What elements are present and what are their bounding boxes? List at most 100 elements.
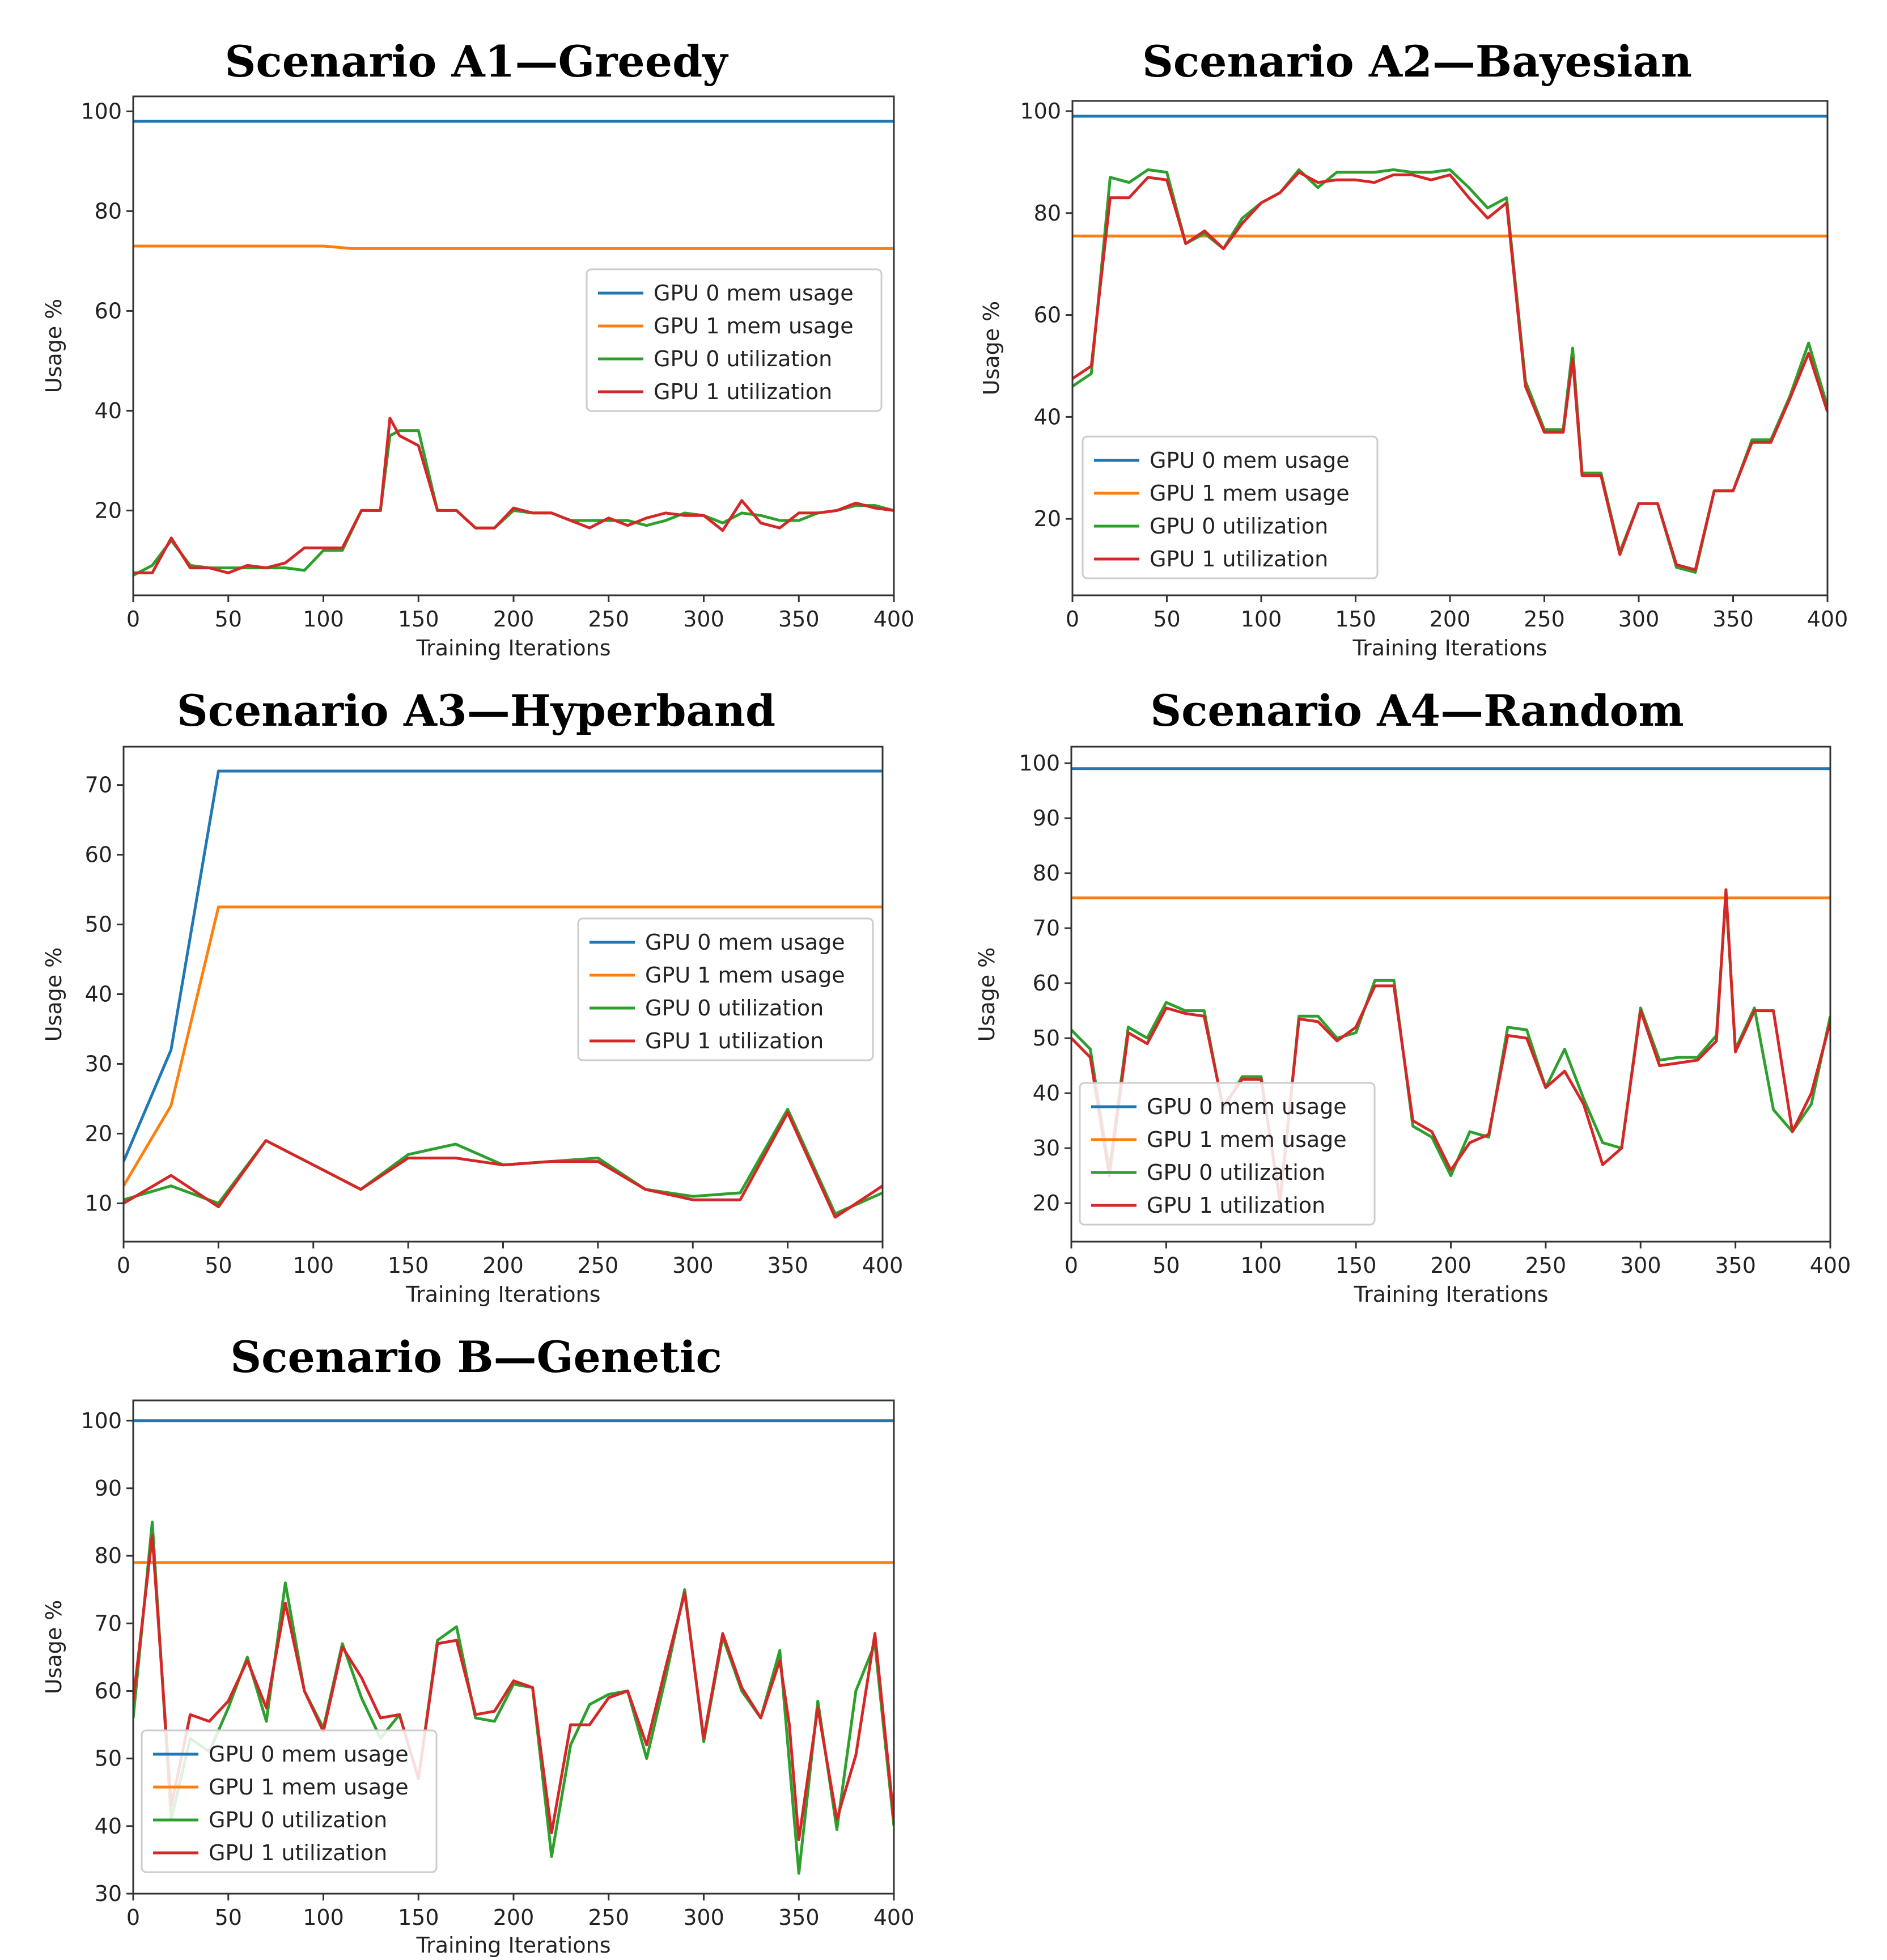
y-tick-label: 80 <box>95 1543 122 1568</box>
x-tick-label: 150 <box>1335 1253 1377 1278</box>
chart-panel-a1-greedy: Scenario A1—Greedy Training Iterations U… <box>41 36 914 661</box>
legend-label: GPU 1 utilization <box>1150 547 1328 572</box>
series-line-gpu1-utilization <box>124 1111 883 1219</box>
y-tick-label: 70 <box>95 1611 122 1636</box>
legend-label: GPU 0 utilization <box>1147 1160 1325 1185</box>
x-tick-label: 250 <box>588 1905 629 1930</box>
plot-frame <box>132 95 895 596</box>
legend-label: GPU 0 utilization <box>1150 514 1328 539</box>
y-tick-label: 100 <box>1020 99 1061 124</box>
y-tick-label: 40 <box>1033 1081 1060 1106</box>
y-tick-label: 100 <box>1019 751 1060 776</box>
y-tick-label: 10 <box>85 1191 112 1216</box>
plot-frame <box>132 1399 895 1895</box>
y-axis-label: Usage % <box>979 301 1004 396</box>
x-tick-label: 300 <box>1620 1253 1661 1278</box>
y-tick-label: 20 <box>85 1121 112 1146</box>
x-tick-label: 0 <box>117 1253 130 1278</box>
legend-label: GPU 0 mem usage <box>654 281 854 306</box>
x-tick-label: 100 <box>1240 1253 1282 1278</box>
x-tick-label: 250 <box>588 607 629 632</box>
legend-label: GPU 1 mem usage <box>1147 1127 1347 1152</box>
y-tick-label: 60 <box>95 298 122 323</box>
y-tick-label: 50 <box>1033 1026 1060 1051</box>
chart-title: Scenario B—Genetic <box>230 1332 722 1382</box>
y-tick-label: 40 <box>95 398 122 423</box>
x-tick-label: 250 <box>1525 1253 1567 1278</box>
x-tick-label: 100 <box>303 607 344 632</box>
y-tick-label: 20 <box>95 498 122 523</box>
x-tick-label: 0 <box>126 607 140 632</box>
y-tick-label: 70 <box>1033 916 1060 941</box>
x-tick-label: 200 <box>493 607 535 632</box>
legend-box <box>577 917 874 1061</box>
y-tick-label: 80 <box>95 198 122 223</box>
x-tick-label: 350 <box>767 1253 808 1278</box>
y-axis-label: Usage % <box>41 1600 66 1695</box>
y-tick-label: 90 <box>95 1476 122 1501</box>
x-tick-label: 100 <box>292 1253 334 1278</box>
legend-label: GPU 1 mem usage <box>645 963 845 988</box>
legend-label: GPU 1 mem usage <box>654 314 854 338</box>
x-tick-label: 400 <box>873 607 915 632</box>
x-tick-label: 400 <box>862 1253 904 1278</box>
y-tick-label: 50 <box>85 912 112 937</box>
x-tick-label: 400 <box>873 1905 915 1930</box>
y-tick-label: 70 <box>85 773 112 798</box>
y-axis-label: Usage % <box>974 947 999 1042</box>
y-tick-label: 60 <box>85 843 112 867</box>
x-tick-label: 50 <box>205 1253 232 1278</box>
y-tick-label: 30 <box>95 1881 122 1906</box>
y-tick-label: 60 <box>95 1678 122 1703</box>
series-line-gpu0-mem-usage <box>124 769 883 1162</box>
y-tick-label: 40 <box>1034 404 1061 429</box>
y-axis-label: Usage % <box>41 947 66 1042</box>
chart-panel-b-genetic: Scenario B—Genetic Training Iterations U… <box>41 1332 915 1958</box>
x-tick-label: 250 <box>578 1253 619 1278</box>
legend-label: GPU 1 utilization <box>1147 1193 1325 1218</box>
x-tick-label: 150 <box>1335 607 1376 632</box>
x-tick-label: 0 <box>126 1905 140 1930</box>
series-line-gpu1-utilization <box>133 1534 894 1842</box>
x-tick-label: 150 <box>388 1253 429 1278</box>
x-tick-label: 250 <box>1524 607 1565 632</box>
x-tick-label: 150 <box>398 607 439 632</box>
plot-frame <box>1071 100 1829 596</box>
x-axis-label: Training Iterations <box>1353 1282 1548 1307</box>
x-tick-label: 300 <box>683 1905 724 1930</box>
chart-title: Scenario A3—Hyperband <box>177 685 775 736</box>
series-line-gpu1-mem-usage <box>124 905 883 1187</box>
y-tick-label: 30 <box>85 1051 112 1076</box>
x-axis-label: Training Iterations <box>415 1933 610 1957</box>
legend-box <box>586 268 883 412</box>
legend-label: GPU 0 utilization <box>209 1807 387 1832</box>
x-tick-label: 0 <box>1065 1253 1078 1278</box>
x-tick-label: 100 <box>303 1905 344 1930</box>
legend-label: GPU 0 mem usage <box>209 1742 409 1767</box>
x-axis-label: Training Iterations <box>405 1282 600 1307</box>
legend-label: GPU 1 utilization <box>654 379 832 404</box>
y-tick-label: 80 <box>1033 861 1060 886</box>
x-tick-label: 350 <box>1715 1253 1756 1278</box>
x-tick-label: 200 <box>1430 607 1471 632</box>
legend-box <box>1082 435 1379 579</box>
series-line-gpu1-utilization <box>133 417 894 574</box>
y-tick-label: 20 <box>1034 506 1061 531</box>
x-tick-label: 150 <box>398 1905 439 1930</box>
x-axis-label: Training Iterations <box>415 636 610 661</box>
x-tick-label: 0 <box>1066 607 1079 632</box>
x-tick-label: 350 <box>778 1905 820 1930</box>
legend-label: GPU 0 utilization <box>645 996 824 1021</box>
chart-title: Scenario A1—Greedy <box>225 36 729 87</box>
y-tick-label: 60 <box>1034 303 1061 328</box>
legend-label: GPU 1 mem usage <box>209 1775 409 1800</box>
y-tick-label: 50 <box>95 1746 122 1771</box>
legend-label: GPU 0 mem usage <box>1150 448 1350 473</box>
chart-panel-a4-random: Scenario A4—Random Training Iterations U… <box>974 685 1851 1307</box>
x-tick-label: 50 <box>1152 1253 1180 1278</box>
y-tick-label: 40 <box>85 982 112 1007</box>
legend-label: GPU 1 utilization <box>209 1840 387 1865</box>
x-tick-label: 50 <box>1153 607 1180 632</box>
legend-label: GPU 0 utilization <box>654 346 832 371</box>
